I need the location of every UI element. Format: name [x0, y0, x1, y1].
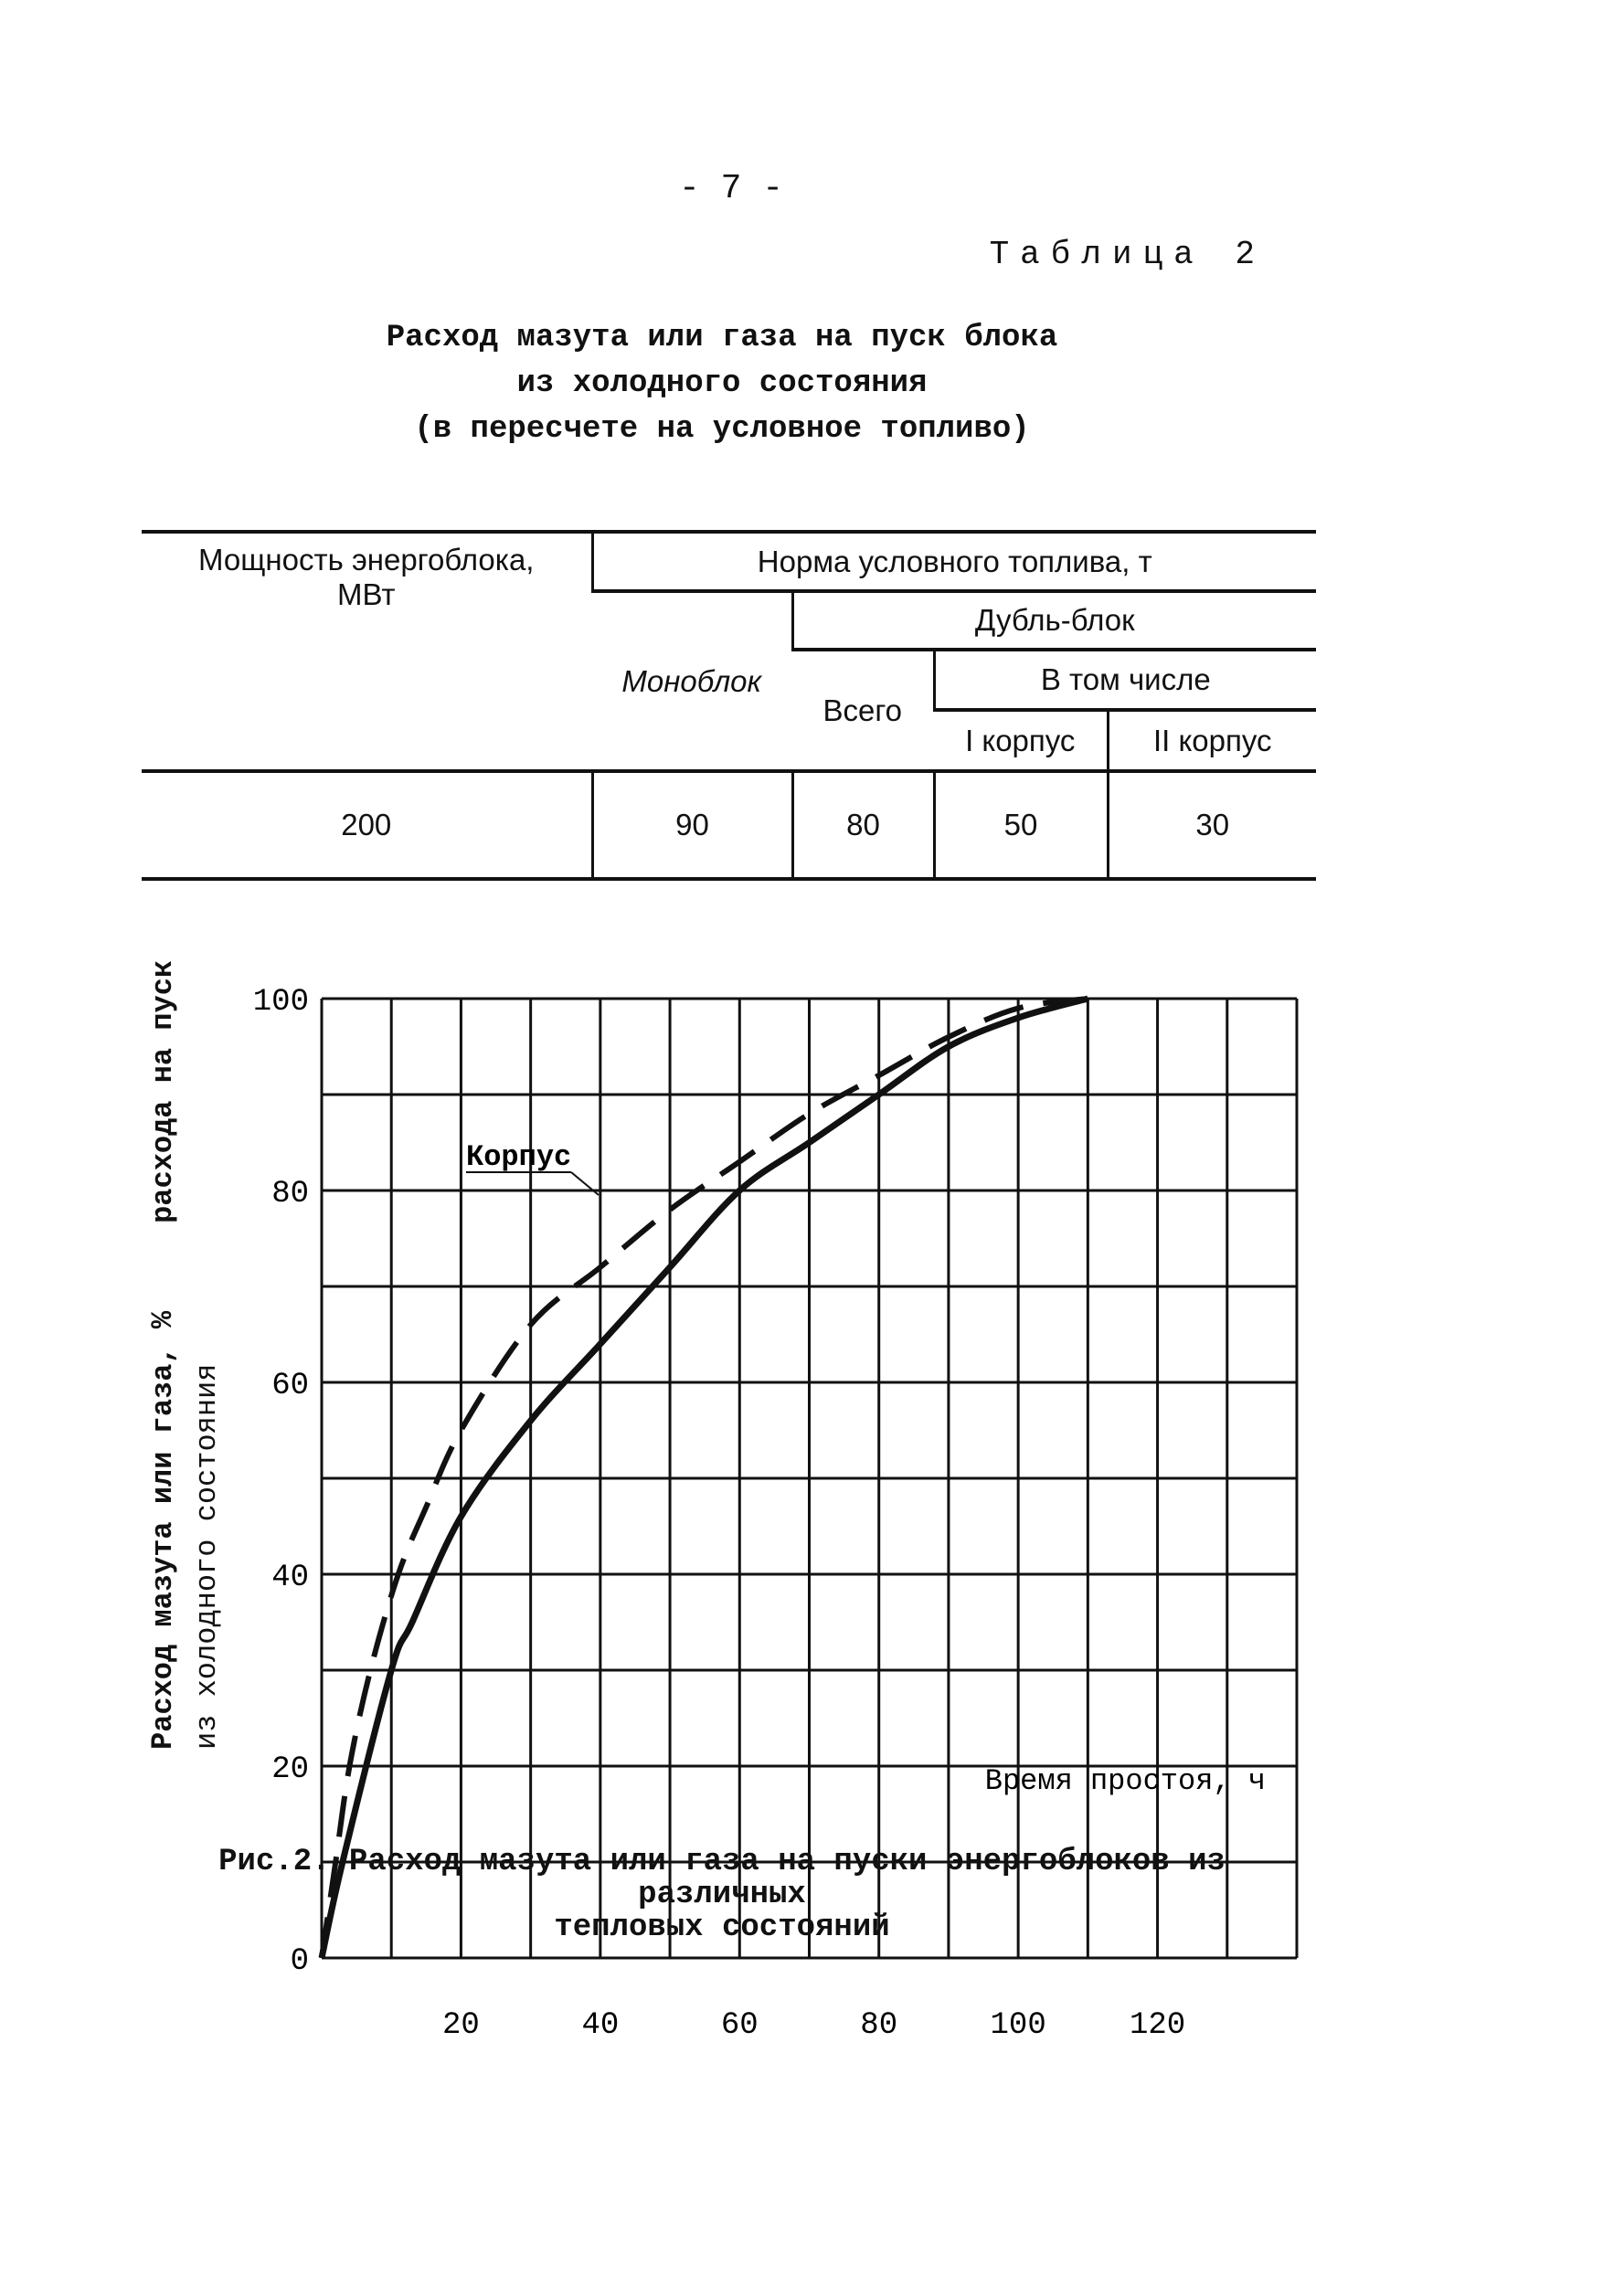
fuel-norm-table: Мощность энергоблока, МВт Норма условног… — [142, 530, 1316, 881]
x-tick-label: 80 — [860, 2008, 897, 2043]
annotation-korpus: Корпус — [466, 1140, 571, 1174]
title-line: (в пересчете на условное топливо) — [414, 412, 1030, 447]
y-tick-label: 20 — [271, 1752, 309, 1787]
header-total: Всего — [792, 648, 934, 771]
x-tick-label: 20 — [442, 2008, 480, 2043]
cell-total: 80 — [791, 769, 934, 879]
annotation-leader — [570, 1171, 600, 1196]
x-axis-label: Время простоя, ч — [985, 1764, 1266, 1798]
series-solid — [318, 995, 1089, 1959]
caption-line: Рис.2. Расход мазута или газа на пуски э… — [218, 1845, 1226, 1912]
cell-k1: 50 — [932, 769, 1108, 879]
figure-caption: Рис.2. Расход мазута или газа на пуски э… — [128, 1846, 1316, 1944]
header-incl: В том числе — [932, 648, 1316, 710]
header-mono: Моноблок — [592, 589, 792, 771]
cell-power: 200 — [142, 769, 592, 879]
header-dubl: Дубль-блок — [791, 589, 1316, 650]
title-line: из холодного состояния — [516, 366, 928, 401]
table-row: 200 90 80 50 30 — [142, 769, 1316, 879]
table-title: Расход мазута или газа на пуск блока из … — [0, 315, 1444, 452]
cell-k2: 30 — [1106, 769, 1316, 879]
x-tick-label: 40 — [581, 2008, 619, 2043]
caption-line: тепловых состояний — [554, 1910, 890, 1945]
page-number: - 7 - — [678, 169, 784, 208]
y-tick-label: 60 — [271, 1369, 309, 1403]
y-tick-label: 100 — [253, 985, 309, 1020]
y-tick-label: 40 — [271, 1561, 309, 1595]
title-line: Расход мазута или газа на пуск блока — [386, 321, 1058, 355]
header-power: Мощность энергоблока, МВт — [142, 530, 592, 771]
x-tick-label: 60 — [721, 2008, 759, 2043]
header-k2: II корпус — [1106, 708, 1316, 771]
cell-mono: 90 — [590, 769, 792, 879]
y-tick-label: 80 — [271, 1177, 309, 1211]
series-korpus-dashed — [319, 996, 1088, 1959]
y-tick-label: 0 — [291, 1944, 309, 1979]
header-k1: I корпус — [934, 708, 1108, 771]
table-label: Таблица 2 — [989, 236, 1266, 273]
x-tick-label: 100 — [991, 2008, 1046, 2043]
x-tick-label: 120 — [1130, 2008, 1185, 2043]
header-norm: Норма условного топлива, т — [590, 530, 1316, 591]
